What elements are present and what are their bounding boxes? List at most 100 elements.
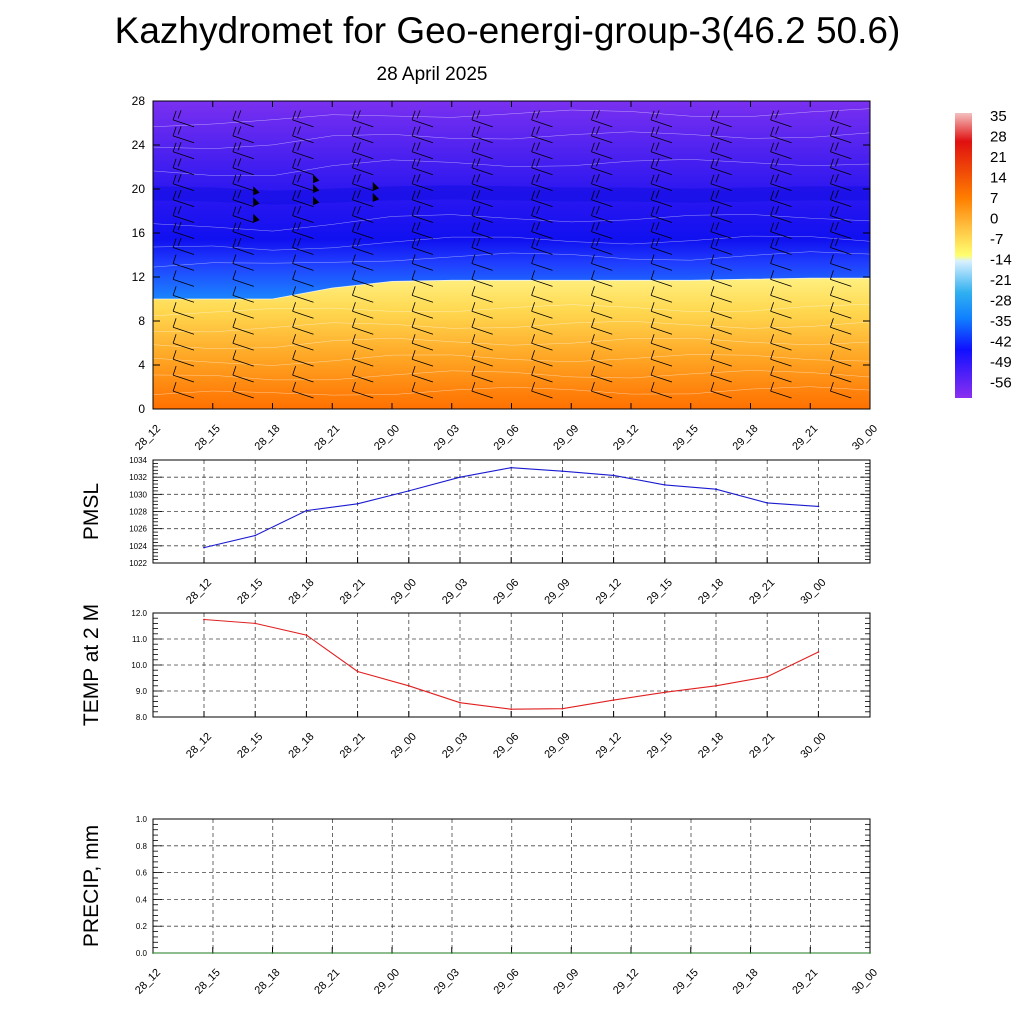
wind-barb bbox=[292, 310, 314, 319]
wind-barb-feather bbox=[531, 206, 535, 216]
wind-barb bbox=[292, 358, 314, 367]
wind-barb-feather bbox=[715, 174, 720, 183]
wind-barb bbox=[172, 199, 195, 207]
wind-barb-feather bbox=[591, 318, 595, 328]
wind-barb-feather bbox=[237, 126, 242, 135]
wind-barb bbox=[232, 295, 254, 303]
wind-barb-feather bbox=[591, 365, 595, 376]
y-tick-label: 1028 bbox=[129, 508, 147, 517]
colorbar-label: -21 bbox=[990, 272, 1012, 289]
wind-barb-feather bbox=[411, 302, 416, 312]
wind-barb bbox=[531, 119, 553, 128]
wind-barb-feather bbox=[237, 110, 242, 119]
wind-barb-feather bbox=[357, 221, 361, 231]
wind-barb-feather bbox=[352, 254, 356, 264]
data-point bbox=[630, 952, 632, 954]
wind-barb-feather bbox=[172, 126, 177, 137]
wind-barb-feather bbox=[655, 190, 660, 199]
data-point bbox=[391, 952, 393, 954]
wind-pennant bbox=[372, 181, 380, 191]
wind-barb bbox=[770, 342, 792, 351]
wind-barb-feather bbox=[232, 270, 237, 280]
wind-barb-feather bbox=[232, 302, 237, 312]
wind-barb bbox=[710, 167, 732, 176]
y-tick-label: 10.0 bbox=[131, 661, 147, 670]
wind-barb bbox=[531, 135, 553, 144]
wind-barb bbox=[292, 231, 314, 239]
wind-barb-feather bbox=[357, 126, 361, 135]
wind-barb-feather bbox=[770, 238, 774, 248]
wind-barb-feather bbox=[172, 222, 177, 232]
wind-barb bbox=[292, 326, 314, 335]
wind-barb-feather bbox=[476, 142, 481, 151]
x-tick-label: 28_21 bbox=[312, 423, 342, 453]
wind-barb-feather bbox=[177, 174, 182, 183]
wind-barb-feather bbox=[352, 222, 356, 232]
wind-barb bbox=[591, 310, 613, 319]
wind-barb-feather bbox=[830, 365, 834, 376]
data-point bbox=[211, 952, 214, 954]
wind-barb-feather bbox=[536, 221, 540, 231]
wind-barb-feather bbox=[775, 174, 779, 183]
wind-barb-feather bbox=[710, 254, 715, 264]
isotherm-contour bbox=[153, 303, 870, 317]
wind-barb-feather bbox=[775, 142, 779, 151]
wind-barb bbox=[830, 310, 852, 319]
wind-barb bbox=[411, 151, 434, 160]
wind-barb-feather bbox=[416, 190, 421, 199]
wind-barb-feather bbox=[232, 286, 237, 296]
wind-barb-feather bbox=[297, 142, 301, 151]
wind-barb-feather bbox=[591, 206, 595, 216]
wind-barb bbox=[890, 200, 911, 207]
wind-barb-feather bbox=[830, 238, 834, 248]
wind-barb-feather bbox=[476, 126, 481, 135]
wind-barb bbox=[710, 215, 732, 223]
x-tick-label: 29_12 bbox=[611, 423, 641, 453]
wind-barb-feather bbox=[536, 110, 540, 119]
wind-barb bbox=[830, 135, 852, 144]
wind-barb-feather bbox=[591, 110, 595, 121]
wind-barb-feather bbox=[890, 350, 893, 359]
wind-barb-feather bbox=[775, 205, 779, 215]
wind-barb-feather bbox=[292, 286, 296, 296]
wind-barb bbox=[292, 215, 314, 223]
wind-barb-feather bbox=[237, 237, 242, 247]
wind-barb-feather bbox=[531, 286, 535, 296]
wind-barb-feather bbox=[710, 158, 715, 168]
x-tick-label: 28_18 bbox=[253, 423, 283, 453]
colorbar-label: -14 bbox=[990, 252, 1012, 269]
x-tick-label: 29_21 bbox=[790, 423, 820, 453]
precip-panel: 0.0 0.2 0.4 0.6 0.8 1.0 PRECIP, mm 28_12 28_15 28… bbox=[80, 815, 880, 997]
colorbar-label: 21 bbox=[990, 149, 1007, 166]
wind-barb-feather bbox=[352, 365, 356, 376]
wind-barb-feather bbox=[591, 222, 595, 232]
wind-barb-feather bbox=[471, 350, 476, 360]
wind-barb bbox=[650, 167, 673, 176]
wind-barb-feather bbox=[775, 237, 779, 247]
wind-barb-feather bbox=[650, 126, 655, 137]
pmsl-panel: 1022 1024 1026 1028 1030 1032 1034 PMSL 28_12 28_… bbox=[80, 456, 871, 607]
wind-barb-feather bbox=[411, 381, 416, 392]
wind-barb-feather bbox=[890, 159, 893, 168]
wind-barb bbox=[710, 263, 732, 271]
wind-barb bbox=[411, 342, 434, 351]
wind-barb-feather bbox=[596, 126, 600, 135]
wind-barb-feather bbox=[232, 365, 237, 376]
isotherm-contour bbox=[153, 370, 870, 381]
wind-barb-feather bbox=[536, 158, 540, 167]
wind-barb bbox=[890, 391, 911, 398]
wind-barb-feather bbox=[591, 254, 595, 264]
wind-barb bbox=[591, 295, 613, 303]
y-tick-label: 1024 bbox=[129, 542, 147, 551]
wind-barb-feather bbox=[770, 381, 774, 392]
wind-barb bbox=[531, 326, 553, 335]
wind-barb bbox=[650, 374, 673, 383]
wind-barb-feather bbox=[775, 126, 779, 135]
wind-barb-feather bbox=[710, 350, 715, 360]
wind-barb bbox=[292, 167, 314, 176]
wind-barb bbox=[650, 342, 673, 351]
wind-barb bbox=[352, 215, 374, 223]
wind-barb-feather bbox=[531, 350, 535, 360]
wind-barb-feather bbox=[770, 286, 774, 296]
isotherm-contour bbox=[153, 354, 870, 366]
